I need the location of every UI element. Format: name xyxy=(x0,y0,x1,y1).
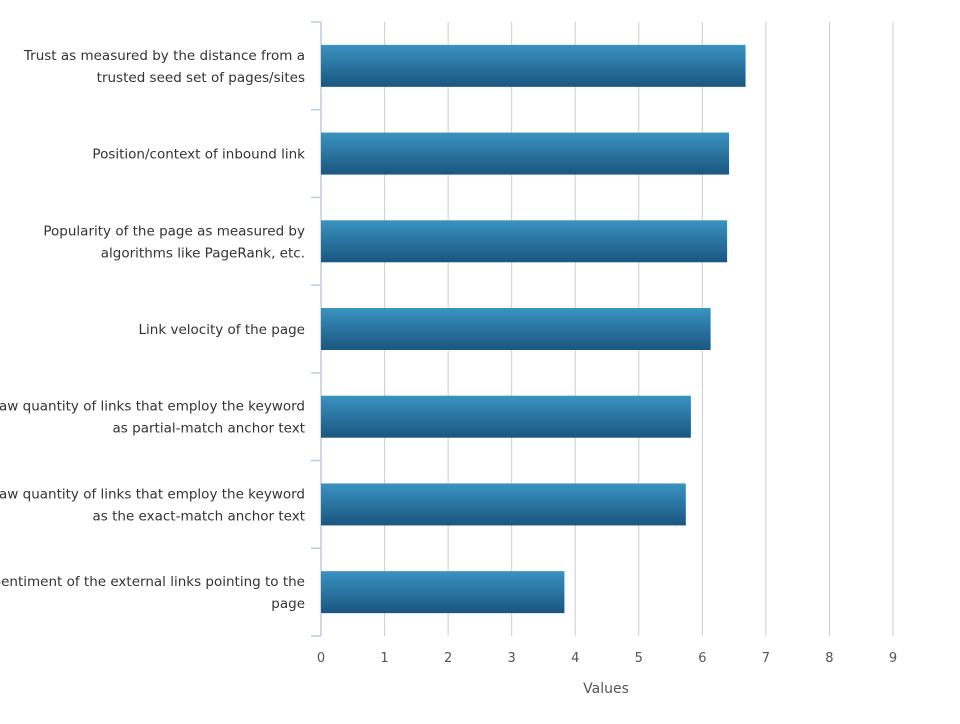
category-label: as the exact-match anchor text xyxy=(93,508,306,524)
category-label: algorithms like PageRank, etc. xyxy=(101,245,305,261)
x-tick-label: 0 xyxy=(317,651,325,666)
x-tick-label: 7 xyxy=(762,651,770,666)
category-label: Raw quantity of links that employ the ke… xyxy=(0,486,305,502)
bar xyxy=(321,44,746,87)
x-tick-label: 5 xyxy=(635,651,643,666)
x-tick-label: 3 xyxy=(508,651,516,666)
axes xyxy=(311,21,322,637)
x-tick-label: 1 xyxy=(380,651,388,666)
category-label: Link velocity of the page xyxy=(139,322,305,338)
category-label: as partial-match anchor text xyxy=(113,421,305,437)
category-label: Popularity of the page as measured by xyxy=(43,223,305,239)
category-label: Position/context of inbound link xyxy=(92,147,305,163)
bar xyxy=(321,308,711,350)
bar xyxy=(321,395,691,438)
bar xyxy=(321,132,730,175)
bar xyxy=(321,483,686,526)
x-tick-label: 8 xyxy=(825,651,833,666)
category-labels: Trust as measured by the distance from a… xyxy=(0,48,305,612)
x-axis-title: Values xyxy=(583,681,629,697)
category-label: Sentiment of the external links pointing… xyxy=(0,574,305,590)
x-tick-label: 6 xyxy=(698,651,706,666)
category-label: trusted seed set of pages/sites xyxy=(97,70,305,86)
bar xyxy=(321,220,728,263)
category-label: Trust as measured by the distance from a xyxy=(23,48,305,64)
category-label: page xyxy=(271,596,305,612)
bar xyxy=(321,571,565,614)
x-tick-label: 9 xyxy=(889,651,897,666)
x-tick-labels: 0 1 2 3 4 5 6 7 8 9 xyxy=(317,651,897,666)
x-tick-label: 2 xyxy=(444,651,452,666)
x-tick-label: 4 xyxy=(571,651,579,666)
category-label: Raw quantity of links that employ the ke… xyxy=(0,399,305,415)
bars xyxy=(321,44,746,614)
